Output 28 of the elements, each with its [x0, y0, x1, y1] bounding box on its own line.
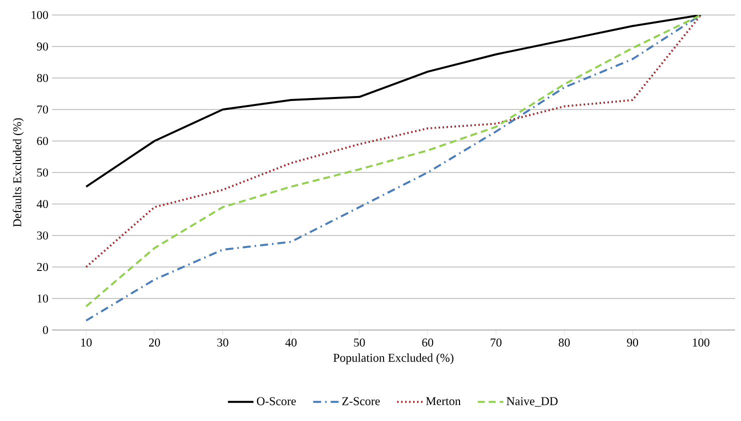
line-series: [85, 14, 702, 188]
legend-label: Naive_DD: [506, 397, 558, 407]
y-tick-label: 60: [37, 136, 48, 146]
x-tick-label: 90: [626, 338, 638, 347]
y-tick-label: 0: [42, 326, 48, 334]
x-tick-label: 40: [285, 338, 297, 347]
x-tick-label: 70: [490, 338, 502, 347]
x-tick-label: 50: [354, 338, 365, 347]
legend-label: Merton: [426, 397, 461, 406]
y-tick-label: 80: [36, 74, 48, 82]
x-tick-label: 30: [217, 338, 228, 347]
y-tick-label: 90: [36, 42, 48, 51]
x-tick-label: 60: [422, 338, 434, 347]
y-tick-label: 40: [36, 200, 48, 208]
y-tick-label: 50: [37, 168, 48, 177]
y-axis-title: Defaults Excluded (%): [12, 118, 24, 227]
x-tick-label: 10: [81, 338, 92, 347]
x-tick-label: 80: [558, 338, 570, 347]
y-tick-label: 20: [37, 262, 48, 272]
x-tick-label: 100: [692, 338, 710, 347]
y-tick-label: 100: [32, 10, 48, 20]
x-tick-label: 20: [149, 338, 160, 347]
y-tick-label: 70: [37, 105, 48, 114]
y-tick-label: 10: [38, 294, 48, 303]
legend-label: Z-Score: [342, 397, 380, 406]
y-tick-label: 30: [37, 231, 48, 240]
x-axis-title: Population Excluded (%): [333, 353, 454, 364]
legend-label: O-Score: [256, 397, 296, 406]
